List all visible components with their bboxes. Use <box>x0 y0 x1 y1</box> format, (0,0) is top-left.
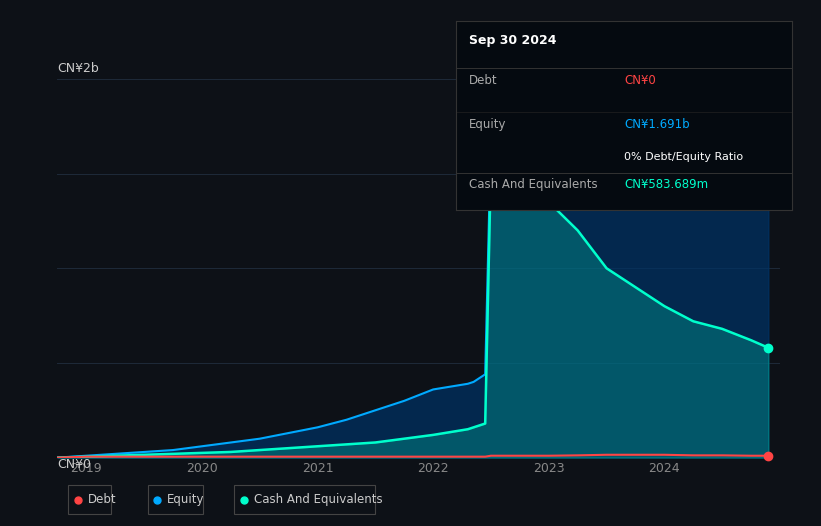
Text: Debt: Debt <box>88 493 117 506</box>
Text: Equity: Equity <box>167 493 204 506</box>
Text: Equity: Equity <box>469 118 507 130</box>
Text: Cash And Equivalents: Cash And Equivalents <box>469 178 598 191</box>
Text: CN¥583.689m: CN¥583.689m <box>624 178 708 191</box>
Text: CN¥0: CN¥0 <box>57 458 91 471</box>
Text: CN¥0: CN¥0 <box>624 74 656 87</box>
Text: Debt: Debt <box>469 74 498 87</box>
Text: CN¥1.691b: CN¥1.691b <box>624 118 690 130</box>
Text: CN¥2b: CN¥2b <box>57 62 99 75</box>
Text: 0% Debt/Equity Ratio: 0% Debt/Equity Ratio <box>624 151 743 161</box>
Text: Cash And Equivalents: Cash And Equivalents <box>254 493 383 506</box>
Text: Sep 30 2024: Sep 30 2024 <box>469 34 557 47</box>
